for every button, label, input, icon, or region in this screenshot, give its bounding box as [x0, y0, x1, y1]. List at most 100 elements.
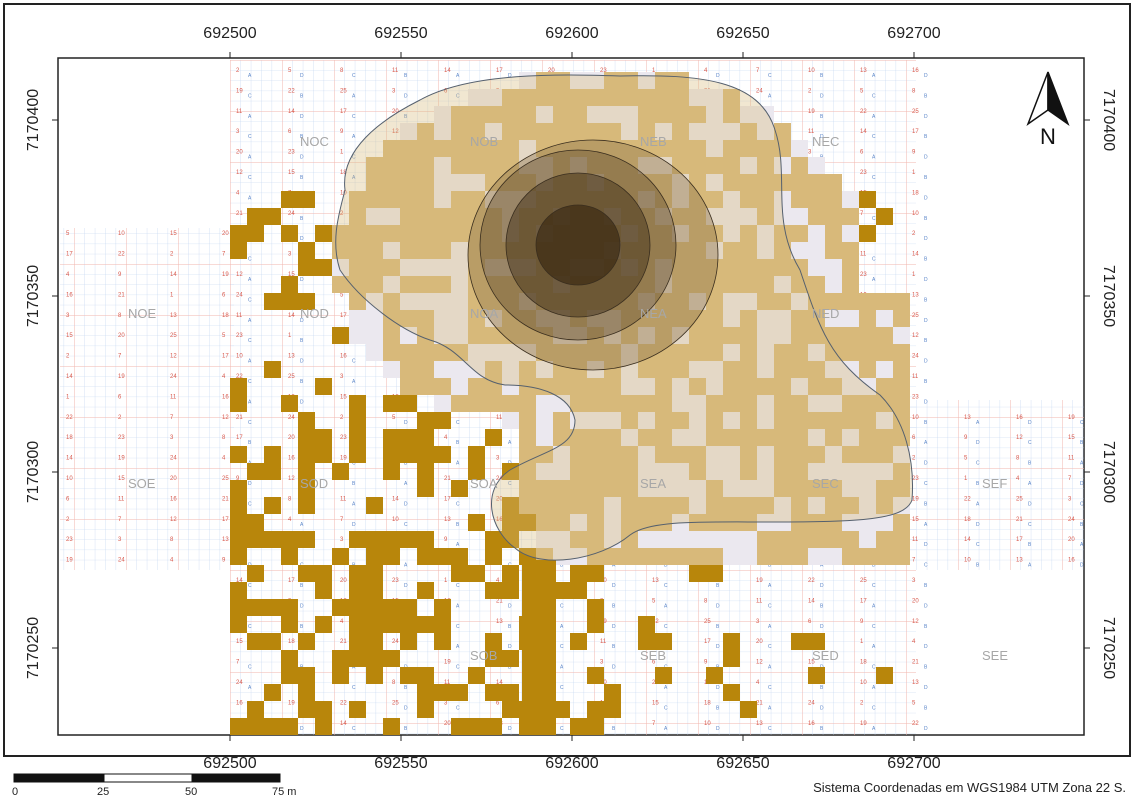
grid-letter: C — [456, 665, 460, 671]
raster-cell — [672, 191, 689, 208]
grid-number: 11 — [808, 129, 815, 135]
grid-number: 19 — [808, 109, 815, 115]
grid-number: 23 — [912, 394, 919, 400]
raster-cell — [723, 684, 740, 701]
raster-cell — [740, 208, 757, 225]
grid-number: 12 — [236, 272, 243, 278]
grid-number: 18 — [222, 313, 229, 319]
raster-cell — [604, 548, 621, 565]
raster-cell — [723, 276, 740, 293]
raster-cell — [383, 599, 400, 616]
raster-cell — [604, 701, 621, 718]
grid-number: 11 — [912, 537, 919, 543]
raster-cell — [808, 497, 825, 514]
raster-cell — [638, 395, 655, 412]
raster-cell — [434, 123, 451, 140]
raster-cell — [791, 157, 808, 174]
raster-cell — [502, 701, 519, 718]
raster-cell — [502, 412, 519, 429]
grid-area-red — [910, 400, 1084, 570]
grid-letter: A — [872, 155, 876, 161]
grid-number: 1 — [964, 476, 968, 482]
grid-letter: C — [560, 603, 564, 609]
raster-cell — [808, 327, 825, 344]
grid-letter: D — [664, 563, 668, 569]
grid-number: 18 — [860, 660, 867, 666]
grid-number: 8 — [222, 435, 226, 441]
raster-cell — [434, 344, 451, 361]
raster-cell — [553, 548, 570, 565]
grid-letter: A — [352, 93, 356, 99]
raster-cell — [366, 616, 383, 633]
grid-number: 7 — [912, 558, 916, 564]
grid-number: 20 — [340, 578, 347, 584]
raster-cell — [621, 429, 638, 446]
raster-cell — [774, 123, 791, 140]
grid-letter: C — [768, 603, 772, 609]
raster-cell — [587, 667, 604, 684]
raster-cell — [298, 684, 315, 701]
y-tick-left: 7170400 — [25, 89, 42, 151]
raster-cell — [332, 667, 349, 684]
grid-number: 16 — [496, 517, 503, 523]
raster-cell — [400, 276, 417, 293]
raster-cell — [689, 225, 706, 242]
sector-label: SEE — [982, 648, 1008, 663]
raster-cell — [281, 718, 298, 735]
raster-cell — [638, 463, 655, 480]
raster-cell — [791, 378, 808, 395]
raster-cell — [281, 599, 298, 616]
grid-number: 1 — [860, 639, 864, 645]
grid-letter: C — [248, 501, 252, 507]
raster-cell — [485, 582, 502, 599]
raster-cell — [298, 191, 315, 208]
grid-letter: A — [872, 73, 876, 79]
raster-cell — [349, 276, 366, 293]
raster-cell — [383, 259, 400, 276]
raster-cell — [485, 276, 502, 293]
grid-number: 24 — [912, 354, 919, 360]
raster-cell — [672, 72, 689, 89]
grid-number: 13 — [912, 680, 919, 686]
raster-cell — [553, 378, 570, 395]
raster-cell — [808, 344, 825, 361]
raster-cell — [536, 514, 553, 531]
raster-cell — [723, 344, 740, 361]
raster-cell — [519, 463, 536, 480]
raster-cell — [638, 412, 655, 429]
raster-cell — [536, 157, 553, 174]
grid-letter: C — [924, 481, 928, 487]
raster-cell — [434, 395, 451, 412]
raster-cell — [570, 463, 587, 480]
grid-number: 8 — [288, 496, 292, 502]
raster-cell — [539, 594, 556, 611]
grid-letter: B — [768, 563, 772, 569]
raster-cell — [417, 293, 434, 310]
raster-cell — [825, 361, 842, 378]
raster-cell — [842, 242, 859, 259]
grid-number: 9 — [704, 660, 708, 666]
raster-cell — [485, 191, 502, 208]
raster-cell — [672, 412, 689, 429]
raster-cell — [485, 225, 502, 242]
grid-letter: D — [820, 134, 824, 140]
grid-letter: B — [560, 563, 564, 569]
raster-cell — [774, 242, 791, 259]
coordinate-ticks: 6925006925006925506925506926006926006926… — [25, 25, 1117, 772]
raster-cell — [791, 429, 808, 446]
raster-cell — [740, 174, 757, 191]
raster-cell — [281, 191, 298, 208]
raster-cell — [655, 242, 672, 259]
raster-cell — [315, 378, 332, 395]
grid-number: 19 — [756, 578, 763, 584]
raster-cell — [502, 140, 519, 157]
raster-cell — [876, 412, 893, 429]
raster-cell — [689, 565, 706, 582]
raster-cell — [519, 514, 536, 531]
raster-cell — [706, 310, 723, 327]
grid-letter: A — [768, 93, 772, 99]
grid-number: 16 — [340, 354, 347, 360]
grid-letter: C — [872, 93, 876, 99]
raster-cell — [672, 157, 689, 174]
raster-cell — [740, 276, 757, 293]
